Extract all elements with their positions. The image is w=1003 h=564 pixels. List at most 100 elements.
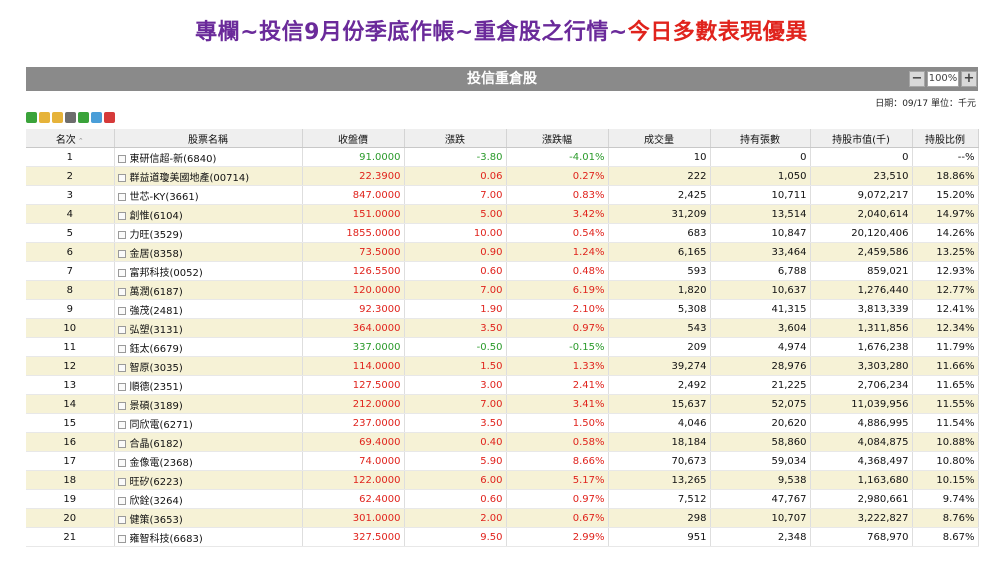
cell-holding-lots: 10,711 xyxy=(710,185,811,205)
table-row[interactable]: 7 富邦科技(0052) 126.5500 0.60 0.48% 593 6,788 859,… xyxy=(26,261,979,281)
row-checkbox-icon[interactable] xyxy=(117,173,126,182)
cell-stock-name[interactable]: 弘塑(3131) xyxy=(114,318,303,338)
sort-arrow-icon[interactable]: ⌃ xyxy=(77,136,84,145)
table-row[interactable]: 9 強茂(2481) 92.3000 1.90 2.10% 5,308 41,315 3,81… xyxy=(26,299,979,319)
cell-change: 0.60 xyxy=(404,261,507,281)
table-row[interactable]: 13 順德(2351) 127.5000 3.00 2.41% 2,492 21,225 2,… xyxy=(26,375,979,395)
cell-volume: 209 xyxy=(608,337,711,357)
unlock-icon[interactable] xyxy=(52,112,63,123)
cell-stock-name[interactable]: 創惟(6104) xyxy=(114,204,303,224)
cell-stock-name[interactable]: 世芯-KY(3661) xyxy=(114,185,303,205)
row-checkbox-icon[interactable] xyxy=(117,192,126,201)
row-checkbox-icon[interactable] xyxy=(117,287,126,296)
cell-change-pct: 1.24% xyxy=(506,242,609,262)
row-checkbox-icon[interactable] xyxy=(117,534,126,543)
row-checkbox-icon[interactable] xyxy=(117,363,126,372)
row-checkbox-icon[interactable] xyxy=(117,439,126,448)
cell-stock-name[interactable]: 金居(8358) xyxy=(114,242,303,262)
row-checkbox-icon[interactable] xyxy=(117,230,126,239)
row-checkbox-icon[interactable] xyxy=(117,401,126,410)
lock-icon[interactable] xyxy=(39,112,50,123)
cell-close-price: 364.0000 xyxy=(302,318,405,338)
cell-stock-name[interactable]: 鈺太(6679) xyxy=(114,337,303,357)
cell-volume: 298 xyxy=(608,508,711,528)
table-row[interactable]: 15 同欣電(6271) 237.0000 3.50 1.50% 4,046 20,620 4… xyxy=(26,413,979,433)
print-icon[interactable] xyxy=(65,112,76,123)
cell-holding-ratio: 11.66% xyxy=(912,356,979,376)
stock-name-label: 智原(3035) xyxy=(129,362,183,374)
table-row[interactable]: 18 旺矽(6223) 122.0000 6.00 5.17% 13,265 9,538 1,… xyxy=(26,470,979,490)
stock-name-label: 雍智科技(6683) xyxy=(129,533,203,545)
zoom-out-button[interactable]: − xyxy=(909,71,925,87)
table-row[interactable]: 4 創惟(6104) 151.0000 5.00 3.42% 31,209 13,514 2,… xyxy=(26,204,979,224)
table-row[interactable]: 1 東研信超-新(6840) 91.0000 -3.80 -4.01% 10 0 0 --% xyxy=(26,147,979,167)
cell-market-value: 1,163,680 xyxy=(810,470,913,490)
check-icon[interactable] xyxy=(91,112,102,123)
cell-stock-name[interactable]: 順德(2351) xyxy=(114,375,303,395)
column-header-change-pct[interactable]: 漲跌幅 xyxy=(506,129,609,148)
table-row[interactable]: 17 金像電(2368) 74.0000 5.90 8.66% 70,673 59,034 4… xyxy=(26,451,979,471)
cell-stock-name[interactable]: 富邦科技(0052) xyxy=(114,261,303,281)
cell-stock-name[interactable]: 東研信超-新(6840) xyxy=(114,147,303,167)
row-checkbox-icon[interactable] xyxy=(117,496,126,505)
cell-stock-name[interactable]: 群益道瓊美國地產(00714) xyxy=(114,166,303,186)
table-row[interactable]: 6 金居(8358) 73.5000 0.90 1.24% 6,165 33,464 2,45… xyxy=(26,242,979,262)
row-checkbox-icon[interactable] xyxy=(117,458,126,467)
table-row[interactable]: 12 智原(3035) 114.0000 1.50 1.33% 39,274 28,976 3… xyxy=(26,356,979,376)
zoom-in-button[interactable]: + xyxy=(961,71,977,87)
cell-stock-name[interactable]: 雍智科技(6683) xyxy=(114,527,303,547)
refresh-icon[interactable] xyxy=(26,112,37,123)
zoom-level-field[interactable]: 100% xyxy=(927,71,959,87)
column-header-close-price[interactable]: 收盤價 xyxy=(302,129,405,148)
table-row[interactable]: 8 萬潤(6187) 120.0000 7.00 6.19% 1,820 10,637 1,2… xyxy=(26,280,979,300)
row-checkbox-icon[interactable] xyxy=(117,344,126,353)
row-checkbox-icon[interactable] xyxy=(117,268,126,277)
table-row[interactable]: 10 弘塑(3131) 364.0000 3.50 0.97% 543 3,604 1,311… xyxy=(26,318,979,338)
table-row[interactable]: 5 力旺(3529) 1855.0000 10.00 0.54% 683 10,847 20,… xyxy=(26,223,979,243)
column-header-volume[interactable]: 成交量 xyxy=(608,129,711,148)
cell-change: 2.00 xyxy=(404,508,507,528)
table-row[interactable]: 2 群益道瓊美國地產(00714) 22.3900 0.06 0.27% 222 1,050… xyxy=(26,166,979,186)
table-row[interactable]: 14 景碩(3189) 212.0000 7.00 3.41% 15,637 52,075 1… xyxy=(26,394,979,414)
column-header-stock-name[interactable]: 股票名稱 xyxy=(114,129,303,148)
cell-stock-name[interactable]: 同欣電(6271) xyxy=(114,413,303,433)
cell-change-pct: 3.41% xyxy=(506,394,609,414)
cell-stock-name[interactable]: 強茂(2481) xyxy=(114,299,303,319)
row-checkbox-icon[interactable] xyxy=(117,306,126,315)
delete-icon[interactable] xyxy=(104,112,115,123)
row-checkbox-icon[interactable] xyxy=(117,211,126,220)
cell-stock-name[interactable]: 智原(3035) xyxy=(114,356,303,376)
column-header-rank[interactable]: 名次 ⌃ xyxy=(26,129,115,148)
cell-change-pct: 2.41% xyxy=(506,375,609,395)
table-row[interactable]: 19 欣銓(3264) 62.4000 0.60 0.97% 7,512 47,767 2,9… xyxy=(26,489,979,509)
row-checkbox-icon[interactable] xyxy=(117,325,126,334)
cell-stock-name[interactable]: 健策(3653) xyxy=(114,508,303,528)
cell-stock-name[interactable]: 旺矽(6223) xyxy=(114,470,303,490)
cell-stock-name[interactable]: 欣銓(3264) xyxy=(114,489,303,509)
cell-stock-name[interactable]: 景碩(3189) xyxy=(114,394,303,414)
column-header-holding-lots[interactable]: 持有張數 xyxy=(710,129,811,148)
cell-change-pct: 6.19% xyxy=(506,280,609,300)
cell-stock-name[interactable]: 萬潤(6187) xyxy=(114,280,303,300)
column-header-change[interactable]: 漲跌 xyxy=(404,129,507,148)
cell-volume: 7,512 xyxy=(608,489,711,509)
cell-stock-name[interactable]: 合晶(6182) xyxy=(114,432,303,452)
cell-stock-name[interactable]: 力旺(3529) xyxy=(114,223,303,243)
column-header-holding-ratio[interactable]: 持股比例 xyxy=(912,129,979,148)
table-row[interactable]: 20 健策(3653) 301.0000 2.00 0.67% 298 10,707 3,22… xyxy=(26,508,979,528)
row-checkbox-icon[interactable] xyxy=(117,382,126,391)
cell-stock-name[interactable]: 金像電(2368) xyxy=(114,451,303,471)
row-checkbox-icon[interactable] xyxy=(117,477,126,486)
row-checkbox-icon[interactable] xyxy=(117,154,126,163)
table-row[interactable]: 3 世芯-KY(3661) 847.0000 7.00 0.83% 2,425 10,711… xyxy=(26,185,979,205)
row-checkbox-icon[interactable] xyxy=(117,249,126,258)
add-icon[interactable] xyxy=(78,112,89,123)
column-header-market-value[interactable]: 持股市值(千) xyxy=(810,129,913,148)
cell-holding-ratio: 15.20% xyxy=(912,185,979,205)
table-row[interactable]: 11 鈺太(6679) 337.0000 -0.50 -0.15% 209 4,974 1,6… xyxy=(26,337,979,357)
row-checkbox-icon[interactable] xyxy=(117,515,126,524)
table-row[interactable]: 21 雍智科技(6683) 327.5000 9.50 2.99% 951 2,348 768… xyxy=(26,527,979,547)
row-checkbox-icon[interactable] xyxy=(117,420,126,429)
cell-holding-lots: 21,225 xyxy=(710,375,811,395)
table-row[interactable]: 16 合晶(6182) 69.4000 0.40 0.58% 18,184 58,860 4,… xyxy=(26,432,979,452)
